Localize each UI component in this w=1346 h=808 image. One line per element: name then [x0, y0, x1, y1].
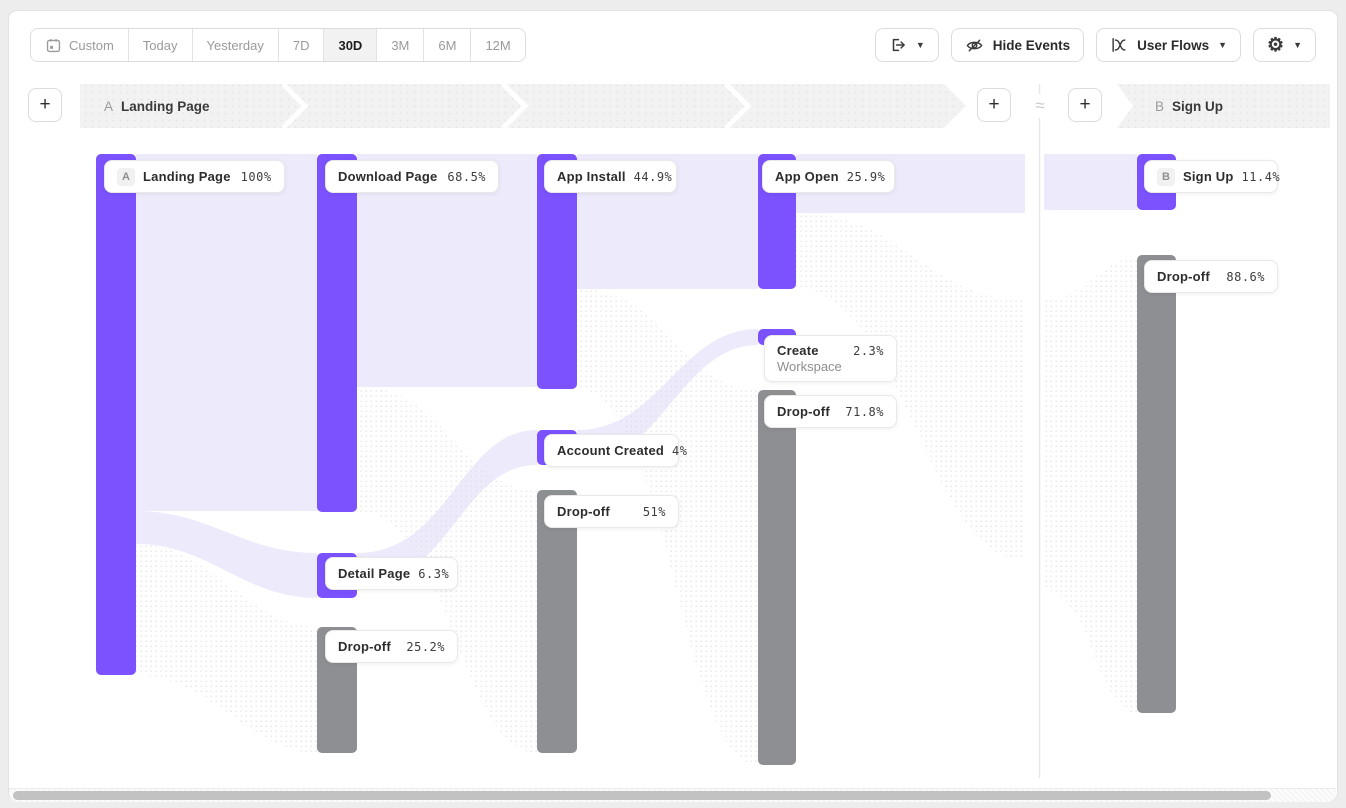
hide-events-button[interactable]: Hide Events — [950, 28, 1085, 62]
flow-landing-to-detail — [136, 511, 317, 598]
date-range-7d[interactable]: 7D — [278, 29, 325, 61]
section-a-label: Landing Page — [121, 98, 210, 114]
band-chevron-separator — [501, 82, 529, 130]
view-selector-label: User Flows — [1137, 37, 1210, 53]
date-range-12m[interactable]: 12M — [471, 29, 525, 61]
add-step-button-a-end[interactable]: + — [977, 88, 1011, 122]
date-range-3m[interactable]: 3M — [377, 29, 425, 61]
flow-section-b-dropoff — [1044, 258, 1137, 713]
node-badge-b: B — [1157, 167, 1175, 186]
node-label-app-install[interactable]: App Install 44.9% — [544, 160, 677, 193]
export-button[interactable]: ▼ — [874, 28, 939, 62]
node-label-sign-up[interactable]: B Sign Up 11.4% — [1144, 160, 1280, 193]
node-bar-landing-page[interactable] — [96, 154, 136, 675]
band-chevron-separator — [724, 82, 752, 130]
node-label-detail-page[interactable]: Detail Page 6.3% — [325, 557, 458, 590]
eye-off-icon — [965, 36, 984, 55]
date-range-group: Custom Today Yesterday 7D 30D 3M 6M 12M — [30, 28, 526, 62]
gear-icon: ⚙ — [1267, 34, 1285, 56]
node-badge-a: A — [117, 167, 135, 186]
section-b-band — [1117, 84, 1330, 128]
flow-section-b-to-signup — [1044, 154, 1137, 210]
flow-open-to-dropoff-b — [796, 213, 1025, 560]
horizontal-scrollbar-track[interactable] — [9, 788, 1336, 802]
node-bar-dropoff-col3[interactable] — [537, 490, 577, 753]
calendar-icon — [45, 37, 62, 54]
node-bar-app-install[interactable] — [537, 154, 577, 389]
node-label-dropoff-col4[interactable]: Drop-off 71.8% — [764, 395, 897, 428]
node-bar-download-page[interactable] — [317, 154, 357, 512]
horizontal-scrollbar-thumb[interactable] — [13, 791, 1271, 800]
section-b-header[interactable]: B Sign Up — [1155, 96, 1223, 116]
node-label-account-created[interactable]: Account Created 4% — [544, 434, 687, 467]
add-step-button-b-start[interactable]: + — [1068, 88, 1102, 122]
node-bar-dropoff-b[interactable] — [1137, 255, 1176, 713]
date-range-30d[interactable]: 30D — [324, 29, 378, 61]
add-step-button-left[interactable]: + — [28, 88, 62, 122]
node-label-download-page[interactable]: Download Page 68.5% — [325, 160, 500, 193]
section-b-badge: B — [1155, 98, 1165, 114]
date-range-label: Custom — [69, 37, 114, 53]
date-range-yesterday[interactable]: Yesterday — [192, 29, 279, 61]
date-range-6m[interactable]: 6M — [424, 29, 472, 61]
node-label-dropoff-col2[interactable]: Drop-off 25.2% — [325, 630, 458, 663]
chevron-down-icon: ▼ — [915, 39, 925, 50]
node-label-create-workspace[interactable]: Create 2.3% Workspace — [764, 335, 897, 382]
settings-button[interactable]: ⚙ ▼ — [1253, 28, 1316, 62]
toolbar: Custom Today Yesterday 7D 30D 3M 6M 12M … — [0, 28, 1346, 62]
section-a-badge: A — [104, 98, 114, 114]
flow-landing-to-download — [136, 154, 317, 511]
section-b-label: Sign Up — [1172, 98, 1224, 114]
node-label-landing-page[interactable]: A Landing Page 100% — [104, 160, 285, 193]
date-range-custom[interactable]: Custom — [31, 29, 129, 61]
band-chevron-separator — [281, 82, 309, 130]
section-a-header[interactable]: A Landing Page — [104, 96, 210, 116]
chevron-down-icon: ▼ — [1218, 39, 1228, 50]
export-icon — [889, 36, 907, 54]
node-label-app-open[interactable]: App Open 25.9% — [762, 160, 895, 193]
node-label-dropoff-b[interactable]: Drop-off 88.6% — [1144, 260, 1278, 293]
view-selector-button[interactable]: User Flows ▼ — [1096, 28, 1242, 62]
node-bar-dropoff-col4[interactable] — [758, 390, 796, 765]
section-connector-symbol: ≈ — [1027, 94, 1053, 118]
flow-landing-to-dropoff — [136, 544, 317, 753]
hide-events-label: Hide Events — [992, 37, 1071, 53]
node-label-dropoff-col3[interactable]: Drop-off 51% — [544, 495, 679, 528]
date-range-today[interactable]: Today — [128, 29, 193, 61]
flows-chart-icon — [1110, 36, 1128, 54]
chevron-down-icon: ▼ — [1293, 39, 1302, 50]
